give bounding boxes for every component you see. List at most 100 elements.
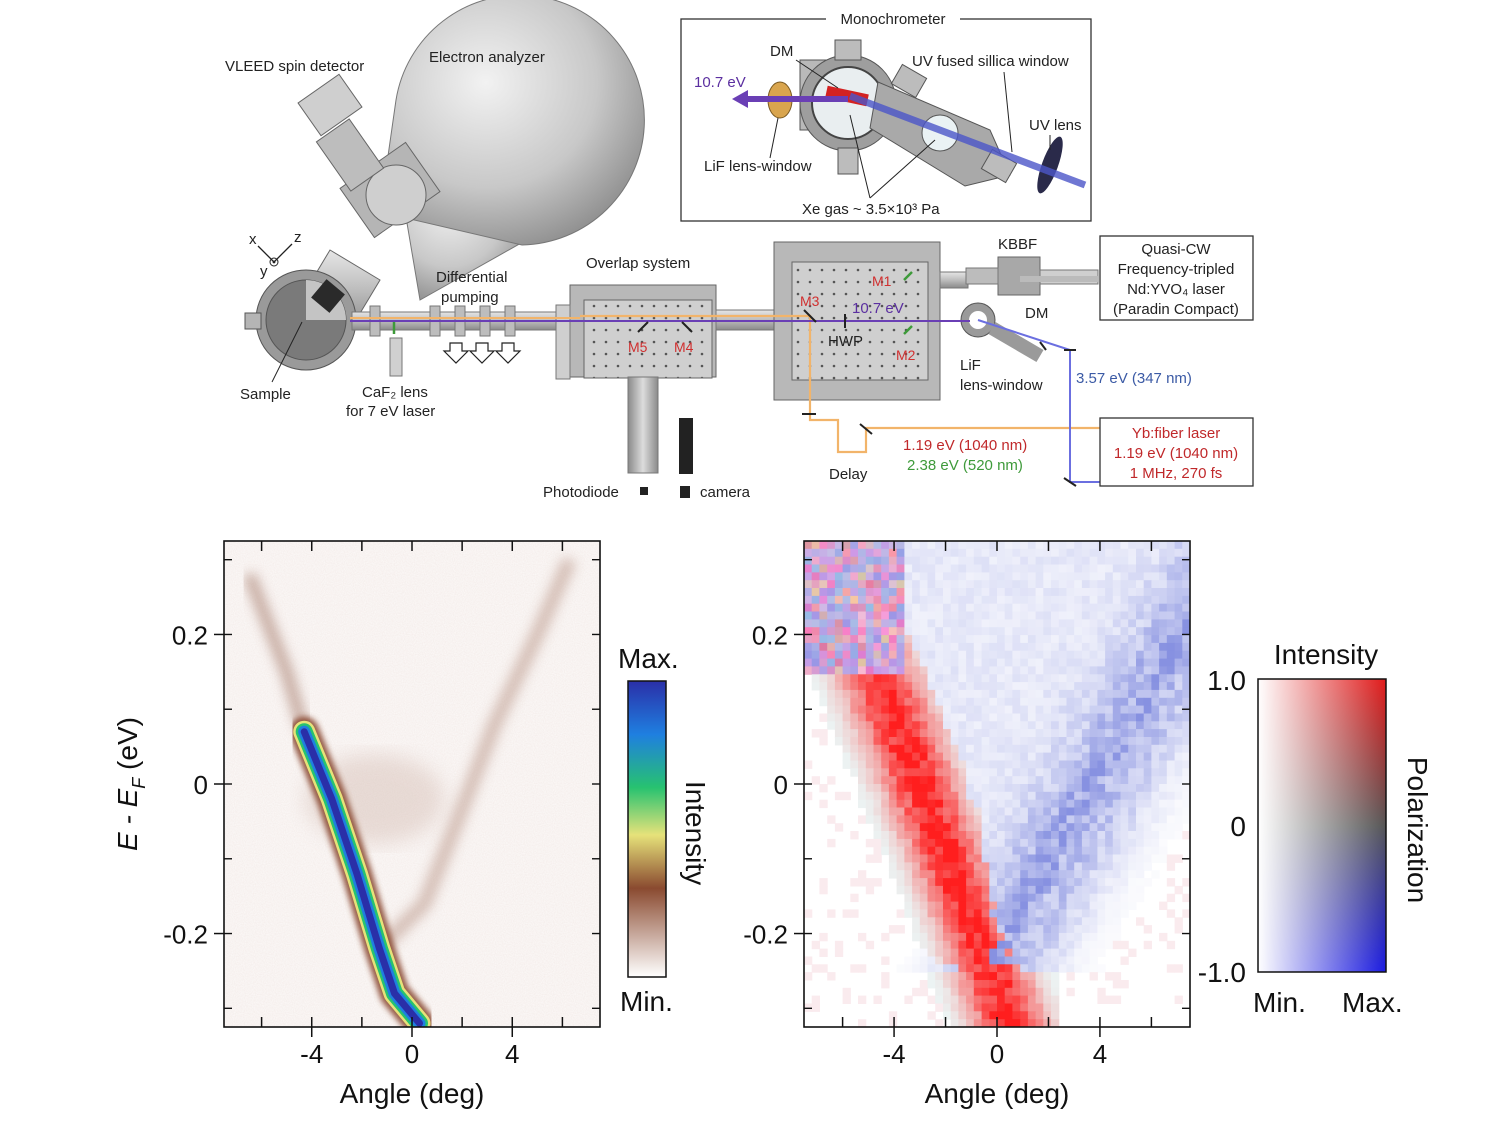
polarization-pixel [1027,658,1037,667]
polarization-pixel [1105,893,1114,903]
polarization-pixel [1074,674,1083,683]
polarization-pixel [1174,572,1183,581]
plot1-ytick-label: 0 [194,770,208,800]
polarization-pixel [881,635,890,644]
polarization-pixel [1143,682,1152,691]
polarization-pixel [958,752,967,761]
polarization-pixel [981,642,990,652]
polarization-pixel [904,799,913,809]
polarization-pixel [1120,980,1129,989]
polarization-pixel [1058,932,1068,942]
polarization-pixel [966,588,975,597]
polarization-pixel [804,588,813,597]
polarization-pixel [842,721,851,730]
polarization-pixel [1066,823,1075,832]
polarization-pixel [997,1011,1006,1020]
polarization-pixel [1182,807,1190,816]
polarization-pixel [904,697,913,707]
polarization-pixel [1120,799,1129,809]
polarization-pixel [881,697,890,707]
polarization-pixel [989,846,998,856]
polarization-pixel [1043,901,1052,910]
polarization-pixel [981,666,990,675]
polarization-pixel [1058,737,1068,746]
polarization-pixel [1097,932,1106,942]
polarization-pixel [919,666,929,675]
polarization-pixel [842,627,851,636]
polarization-pixel [973,917,983,926]
polarization-pixel [997,956,1006,965]
polarization-pixel [919,611,929,620]
polarization-pixel [1151,744,1160,754]
polarization-pixel [842,595,851,605]
polarization-pixel [858,737,867,746]
polarization-pixel [1027,603,1037,613]
polarization-pixel [873,572,882,581]
polarization-pixel [1020,603,1029,613]
polarization-pixel [1112,713,1122,722]
polarization-pixel [1027,760,1037,769]
polarization-pixel [881,611,890,620]
polarization-pixel [973,932,983,942]
polarization-pixel [997,932,1006,942]
polarization-pixel [1066,682,1075,691]
polarization-pixel [943,627,952,636]
polarization-pixel [950,721,959,730]
polarization-pixel [1066,564,1075,573]
polarization-pixel [888,588,898,597]
polarization-pixel [1012,768,1021,777]
polarization-pixel [1012,721,1021,730]
polarization-pixel [1004,768,1013,777]
polarization-pixel [966,658,975,667]
polarization-pixel [1097,744,1106,754]
polarization-pixel [912,854,921,863]
polarization-pixel [1159,901,1168,910]
polarization-pixel [1004,619,1013,628]
polarization-pixel [1097,697,1106,707]
polarization-pixel [858,878,867,887]
polarization-pixel [997,838,1006,848]
polarization-pixel [950,980,959,989]
polarization-pixel [1105,603,1114,613]
polarization-pixel [1020,737,1029,746]
polarization-pixel [927,980,936,989]
polarization-pixel [958,760,967,769]
polarization-pixel [1012,799,1021,809]
polarization-pixel [981,705,990,714]
polarization-pixel [1074,619,1083,628]
polarization-pixel [1027,776,1037,785]
polarization-pixel [912,846,921,856]
polarization-pixel [827,909,836,918]
polarization-pixel [919,697,929,707]
polarization-pixel [935,1003,944,1012]
polarization-pixel [1151,823,1160,832]
polarization-pixel [1066,878,1075,887]
polarization-pixel [873,729,882,738]
polarization-pixel [1004,870,1013,879]
polarization-pixel [896,846,905,856]
polarization-pixel [1058,940,1068,950]
polarization-pixel [989,1011,998,1020]
polarization-pixel [1066,705,1075,714]
polarization-pixel [981,729,990,738]
polarization-pixel [1020,885,1029,895]
polarization-pixel [1035,744,1044,754]
polarization-pixel [1174,697,1183,707]
polarization-pixel [1051,635,1060,644]
polarization-pixel [966,964,975,973]
polarization-pixel [943,666,952,675]
polarization-pixel [1043,776,1052,785]
polarization-pixel [1043,721,1052,730]
polarization-pixel [943,689,952,699]
polarization-pixel [888,572,898,581]
polarization-pixel [919,909,929,918]
polarization-pixel [1159,784,1168,793]
polarization-pixel [1089,580,1098,589]
polarization-pixel [1081,627,1091,636]
polarization-pixel [850,878,859,887]
polarization-pixel [950,697,959,707]
polarization-pixel [1151,831,1160,840]
polarization-pixel [1012,815,1021,824]
polarization-pixel [1174,588,1183,597]
polarization-pixel [1120,666,1129,675]
